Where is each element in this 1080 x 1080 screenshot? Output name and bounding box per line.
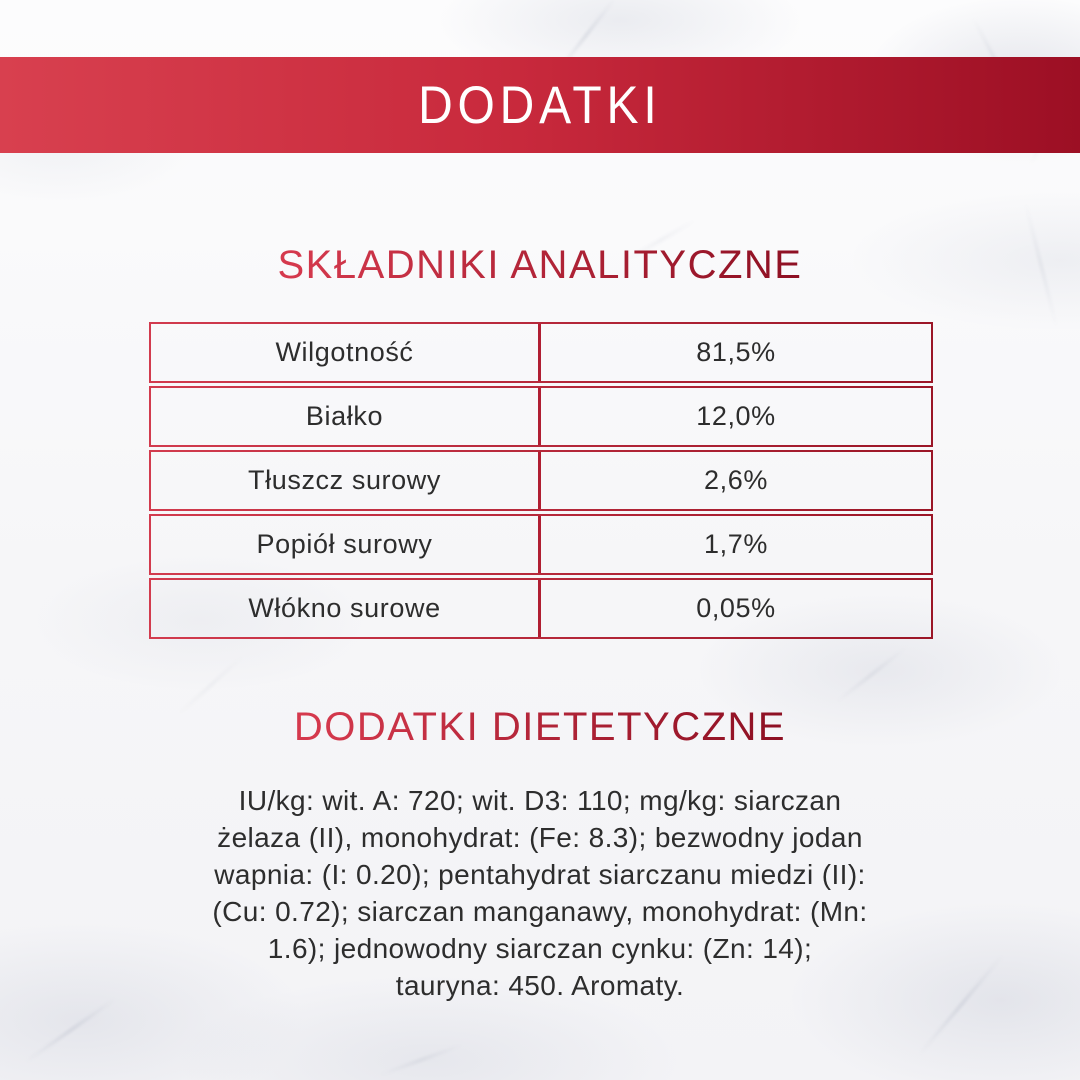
nutrient-value: 81,5%	[696, 337, 776, 367]
dietary-text-line: (Cu: 0.72); siarczan manganawy, monohydr…	[212, 896, 868, 927]
dietary-text-line: tauryna: 450. Aromaty.	[395, 970, 685, 1001]
table-row: Włókno surowe 0,05%	[149, 578, 933, 639]
dietary-section-heading: DODATKI DIETETYCZNE	[0, 705, 1080, 750]
dietary-text-line: żelaza (II), monohydrat: (Fe: 8.3); bezw…	[217, 822, 863, 853]
dietary-text-line: 1.6); jednowodny siarczan cynku: (Zn: 14…	[267, 933, 813, 964]
nutrient-label: Tłuszcz surowy	[151, 452, 541, 509]
nutrient-value: 0,05%	[696, 593, 776, 623]
analytical-section-heading: SKŁADNIKI ANALITYCZNE	[0, 243, 1080, 288]
dietary-text-line: wapnia: (I: 0.20); pentahydrat siarczanu…	[214, 859, 866, 890]
marble-vein	[378, 1043, 464, 1077]
table-row: Białko 12,0%	[149, 386, 933, 447]
nutrient-label: Popiół surowy	[151, 516, 541, 573]
table-row: Tłuszcz surowy 2,6%	[149, 450, 933, 511]
marble-vein	[834, 646, 908, 704]
header-banner: DODATKI	[0, 57, 1080, 153]
nutrient-label: Wilgotność	[151, 324, 541, 381]
nutrient-label: Białko	[151, 388, 541, 445]
nutrient-label: Włókno surowe	[151, 580, 541, 637]
banner-title: DODATKI	[418, 75, 662, 135]
nutrient-value: 2,6%	[704, 465, 768, 495]
nutrient-value: 1,7%	[704, 529, 768, 559]
nutrient-value: 12,0%	[696, 401, 776, 431]
dietary-text-line: IU/kg: wit. A: 720; wit. D3: 110; mg/kg:…	[238, 785, 842, 816]
dietary-additives-text: IU/kg: wit. A: 720; wit. D3: 110; mg/kg:…	[0, 782, 1080, 1004]
marble-vein	[25, 997, 117, 1063]
analytical-constituents-table: Wilgotność 81,5% Białko 12,0% Tłuszcz su…	[149, 322, 933, 642]
table-row: Wilgotność 81,5%	[149, 322, 933, 383]
table-row: Popiół surowy 1,7%	[149, 514, 933, 575]
